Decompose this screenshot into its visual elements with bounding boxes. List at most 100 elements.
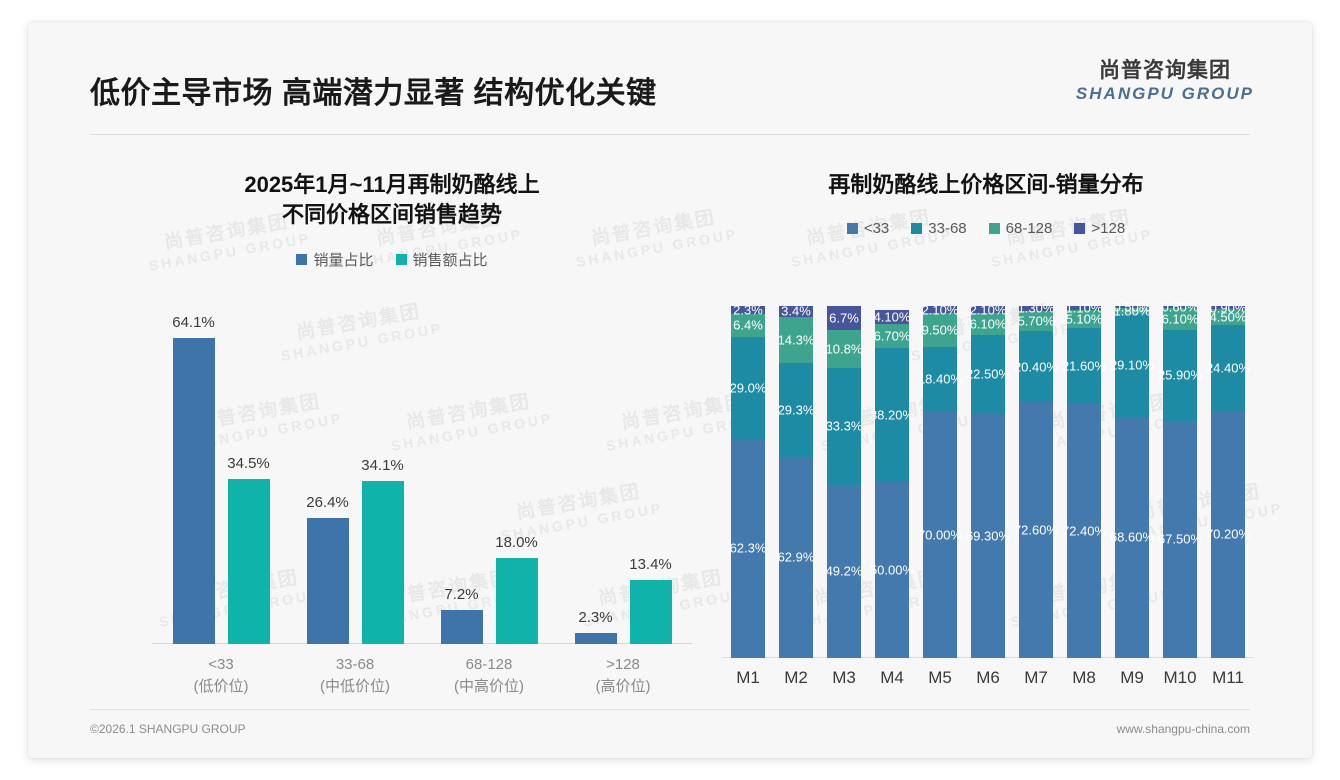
segment-value-label: 72.40%	[1061, 523, 1107, 539]
segment-M10-<33[interactable]: 67.50%	[1158, 420, 1202, 658]
segment-M4-<33[interactable]: 50.00%	[870, 482, 914, 658]
segment-M8-<33[interactable]: 72.40%	[1062, 403, 1106, 658]
segment-M6-68-128[interactable]: 6.10%	[970, 313, 1006, 335]
segment-M4-68-128[interactable]: 6.70%	[874, 323, 910, 348]
segment-M2-33-68[interactable]: 29.3%	[777, 362, 815, 457]
segment-value-label: 18.40%	[917, 371, 963, 387]
left-chart-title-line2: 不同价格区间销售趋势	[281, 201, 502, 227]
segment-M8-68-128[interactable]: 5.10%	[1066, 309, 1102, 328]
segment-M10->128[interactable]: 0.60%	[1162, 302, 1199, 315]
segment-M4->128[interactable]: 4.10%	[874, 309, 911, 324]
segment-M6-<33[interactable]: 69.30%	[966, 414, 1010, 658]
segment-M5->128[interactable]: 2.10%	[922, 302, 959, 317]
segment-M2-68-128[interactable]: 14.3%	[778, 316, 814, 363]
footer-divider	[90, 709, 1250, 710]
left-chart-x-axis-line	[152, 643, 692, 644]
segment-M5-33-68[interactable]: 18.40%	[918, 346, 962, 412]
segment-value-label: 6.7%	[829, 310, 859, 326]
segment-M11->128[interactable]: 0.90%	[1210, 302, 1247, 315]
segment-value-label: 2.3%	[733, 302, 763, 318]
segment-value-label: 68.60%	[1109, 529, 1155, 545]
segment-value-label: 33.3%	[825, 418, 863, 434]
segment-M9->128[interactable]: 0.50%	[1114, 302, 1151, 314]
segment-M2->128[interactable]: 3.4%	[779, 304, 813, 319]
segment-M3->128[interactable]: 6.7%	[827, 306, 861, 330]
segment-value-label: 62.9%	[777, 549, 815, 565]
right-chart-x-label-M9: M9	[1120, 668, 1144, 687]
x-label-tier: (中高价位)	[454, 677, 524, 695]
segment-value-label: 2.10%	[921, 302, 959, 318]
bar-<33-销售额占比[interactable]: 34.5%	[227, 455, 270, 644]
segment-M11-33-68[interactable]: 24.40%	[1206, 325, 1250, 411]
right-chart-group-M7: 72.60% 20.40% 5.70% 1.30% M7	[1012, 302, 1060, 687]
segment-M9-<33[interactable]: 68.60%	[1110, 416, 1154, 658]
segment-M2-<33[interactable]: 62.9%	[777, 456, 815, 658]
bar-value-label: 2.3%	[578, 609, 613, 627]
right-chart-legend-item->128[interactable]: >128	[1074, 220, 1125, 237]
slide-header: 低价主导市场 高端潜力显著 结构优化关键 尚普咨询集团 SHANGPU GROU…	[28, 22, 1312, 135]
right-chart-legend-item-68-128[interactable]: 68-128	[988, 220, 1052, 237]
segment-M6-33-68[interactable]: 22.50%	[966, 334, 1010, 415]
segment-M5-68-128[interactable]: 9.50%	[922, 313, 958, 347]
segment-M7-<33[interactable]: 72.60%	[1014, 402, 1058, 658]
bar-68-128-销售额占比[interactable]: 18.0%	[495, 534, 538, 644]
right-chart-group-M10: 67.50% 25.90% 6.10% 0.60% M10	[1156, 302, 1204, 687]
left-chart-group-68-128: 7.2% 18.0% 68-128 (中高价位)	[430, 310, 548, 695]
segment-M3-68-128[interactable]: 10.8%	[826, 329, 862, 368]
bar-33-68-销量占比[interactable]: 26.4%	[306, 494, 349, 644]
segment-M8->128[interactable]: 1.10%	[1066, 302, 1103, 315]
bar-<33-销量占比[interactable]: 64.1%	[172, 314, 215, 644]
segment-M7-33-68[interactable]: 20.40%	[1014, 330, 1058, 403]
legend-swatch-icon	[846, 222, 858, 234]
segment-M10-68-128[interactable]: 6.10%	[1162, 308, 1198, 330]
segment-value-label: 29.3%	[777, 402, 815, 418]
segment-M11-<33[interactable]: 70.20%	[1206, 410, 1250, 658]
segment-M3-33-68[interactable]: 33.3%	[825, 367, 863, 485]
right-chart-group-M9: 68.60% 29.10% 1.80% 0.50% M9	[1108, 302, 1156, 687]
segment-M11-68-128[interactable]: 4.50%	[1210, 309, 1246, 326]
right-chart-x-label-M1: M1	[736, 668, 760, 687]
left-chart-legend-item-销量占比[interactable]: 销量占比	[296, 249, 374, 270]
segment-M9-33-68[interactable]: 29.10%	[1110, 314, 1154, 417]
bar-value-label: 64.1%	[172, 314, 215, 332]
bar-68-128-销量占比[interactable]: 7.2%	[440, 586, 483, 644]
bar-group: 26.4% 34.1%	[296, 310, 414, 644]
right-chart-group-M8: 72.40% 21.60% 5.10% 1.10% M8	[1060, 302, 1108, 687]
segment-M1-68-128[interactable]: 6.4%	[731, 314, 765, 337]
right-chart-x-label-M10: M10	[1163, 668, 1197, 687]
segment-M7->128[interactable]: 1.30%	[1018, 302, 1055, 316]
legend-label: 33-68	[928, 219, 967, 237]
right-chart-legend-item-33-68[interactable]: 33-68	[911, 219, 967, 237]
left-chart-group->128: 2.3% 13.4% >128 (高价位)	[564, 310, 682, 695]
x-label-tier: (中低价位)	[320, 677, 390, 695]
segment-M1->128[interactable]: 2.3%	[731, 303, 765, 318]
stacked-bar: 70.00% 18.40% 9.50% 2.10%	[918, 302, 962, 658]
left-chart-legend-item-销售额占比[interactable]: 销售额占比	[395, 249, 488, 270]
segment-value-label: 25.90%	[1157, 367, 1203, 383]
segment-M4-33-68[interactable]: 38.20%	[870, 347, 914, 482]
left-chart-group-33-68: 26.4% 34.1% 33-68 (中低价位)	[296, 310, 414, 694]
bar->128-销量占比[interactable]: 2.3%	[574, 609, 617, 644]
segment-value-label: 21.60%	[1061, 358, 1107, 374]
segment-M6->128[interactable]: 2.10%	[970, 302, 1007, 317]
chart-panel-price-distribution: 再制奶酪线上价格区间-销量分布 <33 33-68 68-128 >128 62.3%…	[708, 146, 1264, 706]
segment-M1-33-68[interactable]: 29.0%	[730, 336, 766, 439]
segment-M3-<33[interactable]: 49.2%	[826, 484, 862, 658]
segment-M10-33-68[interactable]: 25.90%	[1158, 329, 1202, 421]
left-chart-title-line1: 2025年1月~11月再制奶酪线上	[244, 172, 540, 197]
segment-M1-<33[interactable]: 62.3%	[730, 438, 766, 658]
segment-value-label: 24.40%	[1205, 360, 1251, 376]
page-title: 低价主导市场 高端潜力显著 结构优化关键	[90, 77, 657, 110]
right-chart-legend-item-<33[interactable]: <33	[846, 220, 889, 237]
right-chart-group-M2: 62.9% 29.3% 14.3% 3.4% M2	[772, 304, 820, 687]
segment-M8-33-68[interactable]: 21.60%	[1062, 327, 1106, 404]
bar-33-68-销售额占比[interactable]: 34.1%	[361, 457, 404, 644]
stacked-bar: 72.40% 21.60% 5.10% 1.10%	[1062, 302, 1106, 658]
right-chart-x-label-M3: M3	[832, 668, 856, 687]
x-label-range: 33-68	[335, 656, 375, 673]
segment-M7-68-128[interactable]: 5.70%	[1018, 310, 1054, 331]
bar->128-销售额占比[interactable]: 13.4%	[629, 556, 672, 644]
segment-M5-<33[interactable]: 70.00%	[918, 411, 962, 658]
logo-english-text: SHANGPU GROUP	[1075, 84, 1254, 103]
x-label-range: <33	[208, 656, 234, 673]
